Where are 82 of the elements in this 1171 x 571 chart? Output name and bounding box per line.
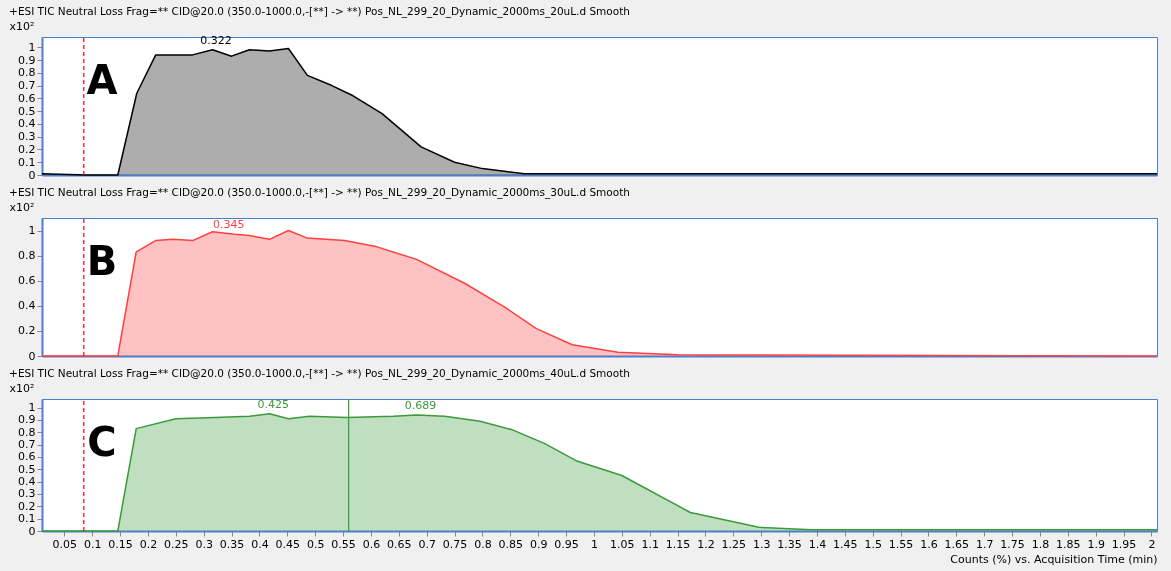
y-tick-label: 0.8 [18,249,36,263]
x-tick-label: 1.95 [1111,537,1137,551]
x-tick-label: 1.2 [697,537,715,551]
y-tick-label: 1 [28,224,36,238]
chart-title: +ESI TIC Neutral Loss Frag=** CID@20.0 (350.0-1000.0,-[**] -> **) Pos_NL_299_20_Dynamic_2000ms_20uL.d Smooth [9,4,630,18]
chart-title: +ESI TIC Neutral Loss Frag=** CID@20.0 (350.0-1000.0,-[**] -> **) Pos_NL_299_20_Dynamic_2000ms_30uL.d Smooth [9,185,630,199]
y-tick-label: 0.2 [18,499,36,513]
x-tick-label: 0.2 [139,537,158,551]
annotation: 0.689 [404,399,437,413]
y-tick-label: 0.3 [18,130,36,144]
x-tick-label: 0.55 [331,537,356,551]
x-tick-label: 0.7 [418,537,436,551]
y-tick-label: 0.4 [18,475,36,489]
x-tick-label: 0.9 [529,537,548,551]
x-tick-label: 1.05 [610,537,635,551]
x-tick-label: 1.35 [777,537,802,551]
x-tick-label: 2 [1148,537,1156,551]
x-tick-label: 1.1 [641,537,659,551]
x-tick-label: 0.85 [498,537,524,551]
x-tick-label: 0.6 [362,537,381,551]
x-tick-label: 1.8 [1031,537,1050,551]
y-axis-title: x10² [9,19,35,33]
x-tick-label: 1.55 [888,537,914,551]
y-tick-label: 0.8 [18,425,36,439]
chart-title: +ESI TIC Neutral Loss Frag=** CID@20.0 (350.0-1000.0,-[**] -> **) Pos_NL_299_20_Dynamic_2000ms_40uL.d Smooth [9,366,630,380]
y-tick-label: 1 [28,40,36,54]
x-tick-label: 1.9 [1087,537,1105,551]
x-tick-label: 1.3 [752,537,771,551]
x-tick-label: 0.95 [554,537,579,551]
y-tick-label: 0.1 [18,512,36,526]
x-tick-label: 1.45 [833,537,858,551]
x-tick-label: 1 [590,537,598,551]
y-tick-label: 0.6 [18,91,36,105]
y-tick-label: 0.9 [18,53,36,67]
x-tick-label: 1.15 [665,537,691,551]
x-tick-label: 0.5 [306,537,325,551]
y-tick-label: 0 [28,524,36,538]
y-axis-title: x10² [9,200,35,214]
y-tick-label: 0.4 [18,117,36,131]
x-tick-label: 1.7 [975,537,994,551]
x-tick-label: 1.65 [944,537,970,551]
x-tick-label: 0.3 [195,537,213,551]
y-tick-label: 0.7 [18,438,36,452]
annotation: C [87,419,117,465]
annotation: A [86,57,118,103]
x-axis-title: Counts (%) vs. Acquisition Time (min) [950,552,1158,566]
x-tick-label: 1.75 [1000,537,1025,551]
x-tick-label: 1.5 [864,537,882,551]
x-tick-label: 0.4 [251,537,269,551]
x-tick-label: 0.15 [108,537,133,551]
x-tick-label: 1.85 [1056,537,1081,551]
annotation: B [86,238,118,284]
annotation: 0.425 [257,397,290,411]
y-tick-label: 0.4 [18,299,36,313]
y-tick-label: 0.7 [18,79,36,93]
x-tick-label: 0.05 [52,537,78,551]
y-tick-label: 0.3 [18,487,36,501]
x-tick-label: 1.25 [721,537,747,551]
x-tick-label: 0.45 [275,537,301,551]
x-tick-label: 0.65 [387,537,412,551]
y-tick-label: 0 [28,168,36,182]
y-tick-label: 0.2 [18,324,36,338]
y-tick-label: 0.8 [18,66,36,80]
y-tick-label: 0.2 [18,142,36,156]
y-tick-label: 0.5 [18,462,36,476]
x-tick-label: 0.25 [164,537,189,551]
x-tick-label: 0.75 [442,537,468,551]
y-axis-title: x10² [9,381,35,395]
x-tick-label: 0.8 [474,537,492,551]
x-tick-label: 0.1 [83,537,102,551]
x-tick-label: 1.4 [808,537,827,551]
y-tick-label: 0.5 [18,104,36,118]
annotation: 0.322 [200,33,232,47]
y-tick-label: 1 [28,401,36,415]
x-tick-label: 0.35 [219,537,245,551]
y-tick-label: 0.6 [18,450,36,464]
y-tick-label: 0.1 [18,155,36,169]
x-tick-label: 1.6 [920,537,938,551]
y-tick-label: 0.6 [18,274,36,288]
annotation: 0.345 [213,218,245,232]
y-tick-label: 0.9 [18,413,36,427]
y-tick-label: 0 [28,349,36,363]
